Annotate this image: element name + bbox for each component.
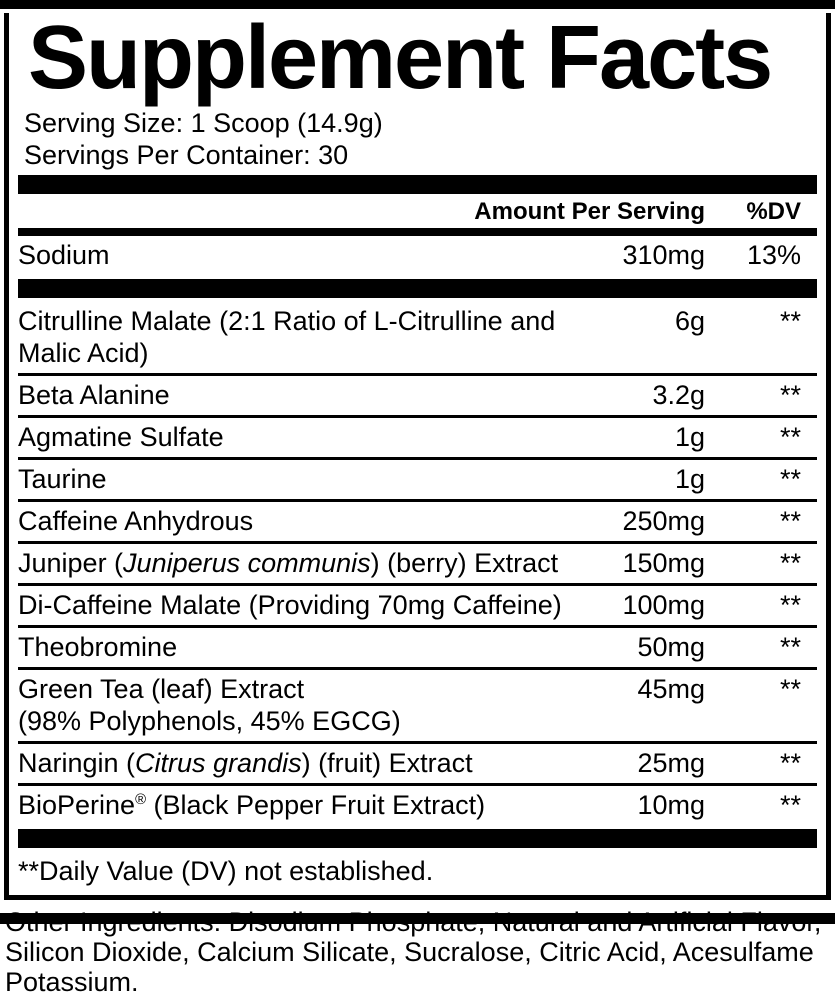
- ingredient-dv: **: [779, 306, 801, 336]
- ingredient-row: Green Tea (leaf) Extract (98% Polyphenols…: [18, 667, 817, 741]
- ingredient-amount: 25mg: [637, 748, 705, 778]
- bottom-border-bar: [0, 913, 835, 924]
- supplement-facts-panel: Supplement Facts Serving Size: 1 Scoop (…: [4, 13, 831, 900]
- column-header-dv: %DV: [746, 198, 801, 225]
- ingredient-row: BioPerine® (Black Pepper Fruit Extract) 1…: [18, 783, 817, 825]
- column-header-amount: Amount Per Serving: [474, 198, 705, 225]
- ingredient-row: Agmatine Sulfate 1g **: [18, 415, 817, 457]
- ingredient-dv: **: [779, 590, 801, 620]
- ingredient-row: Citrulline Malate (2:1 Ratio of L-Citrul…: [18, 302, 817, 373]
- ingredient-dv: **: [779, 548, 801, 578]
- ingredient-row: Di-Caffeine Malate (Providing 70mg Caffe…: [18, 583, 817, 625]
- ingredient-row: Naringin (Citrus grandis) (fruit) Extrac…: [18, 741, 817, 783]
- sodium-name: Sodium: [18, 240, 110, 270]
- ingredient-name: BioPerine® (Black Pepper Fruit Extract): [18, 790, 486, 820]
- dv-footnote: **Daily Value (DV) not established.: [18, 856, 434, 886]
- ingredient-name: Naringin (Citrus grandis) (fruit) Extrac…: [18, 748, 473, 778]
- serving-size: Serving Size: 1 Scoop (14.9g): [24, 108, 383, 138]
- sodium-amount: 310mg: [622, 240, 705, 270]
- top-border-bar: [0, 0, 835, 9]
- sodium-dv: 13%: [746, 240, 801, 270]
- ingredient-name: Green Tea (leaf) Extract (98% Polyphenols…: [18, 674, 401, 736]
- ingredient-amount: 6g: [674, 306, 705, 336]
- ingredient-name: Di-Caffeine Malate (Providing 70mg Caffe…: [18, 590, 562, 620]
- servings-per-container: Servings Per Container: 30: [24, 140, 349, 170]
- ingredient-name: Caffeine Anhydrous: [18, 506, 254, 536]
- ingredient-row: Caffeine Anhydrous 250mg **: [18, 499, 817, 541]
- ingredient-dv: **: [779, 422, 801, 452]
- ingredient-dv: **: [779, 464, 801, 494]
- divider-medium: [18, 228, 817, 236]
- ingredient-dv: **: [779, 506, 801, 536]
- ingredient-dv: **: [779, 790, 801, 820]
- ingredient-name: Citrulline Malate (2:1 Ratio of L-Citrul…: [18, 306, 556, 368]
- ingredient-row: Theobromine 50mg **: [18, 625, 817, 667]
- ingredient-name: Taurine: [18, 464, 107, 494]
- ingredient-name: Juniper (Juniperus communis) (berry) Ext…: [18, 548, 559, 578]
- ingredient-amount: 1g: [674, 464, 705, 494]
- column-header-row: Amount Per Serving %DV: [18, 198, 817, 228]
- ingredient-amount: 250mg: [622, 506, 705, 536]
- ingredient-row: Juniper (Juniperus communis) (berry) Ext…: [18, 541, 817, 583]
- ingredient-name: Beta Alanine: [18, 380, 170, 410]
- ingredient-dv: **: [779, 748, 801, 778]
- ingredient-dv: **: [779, 632, 801, 662]
- ingredient-amount: 10mg: [637, 790, 705, 820]
- ingredient-rows: Citrulline Malate (2:1 Ratio of L-Citrul…: [18, 302, 817, 825]
- ingredient-name: Agmatine Sulfate: [18, 422, 224, 452]
- ingredient-dv: **: [779, 380, 801, 410]
- ingredient-row: Beta Alanine 3.2g **: [18, 373, 817, 415]
- divider-thick-mid: [18, 279, 817, 298]
- ingredient-dv: **: [779, 674, 801, 704]
- ingredient-amount: 50mg: [637, 632, 705, 662]
- ingredient-row: Taurine 1g **: [18, 457, 817, 499]
- ingredient-name: Theobromine: [18, 632, 178, 662]
- ingredient-amount: 1g: [674, 422, 705, 452]
- sodium-row: Sodium 310mg 13%: [18, 236, 817, 275]
- ingredient-amount: 3.2g: [652, 380, 705, 410]
- divider-thick-bottom: [18, 829, 817, 848]
- panel-title: Supplement Facts: [28, 8, 773, 108]
- ingredient-amount: 150mg: [622, 548, 705, 578]
- divider-thick-top: [18, 175, 817, 194]
- ingredient-amount: 100mg: [622, 590, 705, 620]
- ingredient-amount: 45mg: [637, 674, 705, 704]
